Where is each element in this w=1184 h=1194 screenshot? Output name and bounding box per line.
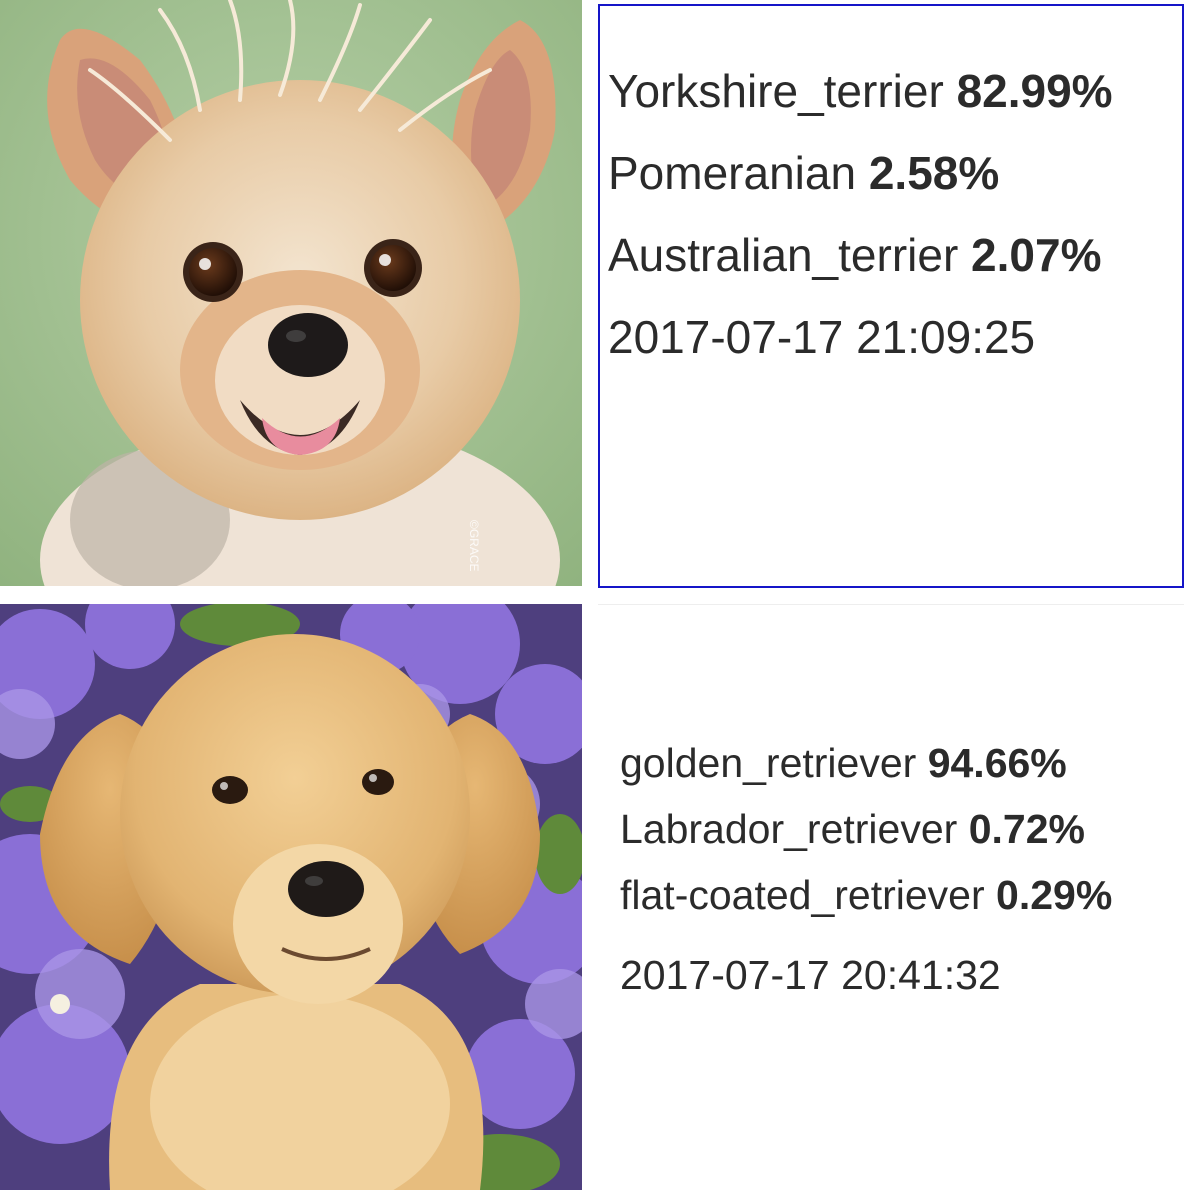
breed-label: golden_retriever	[620, 740, 917, 786]
dog-photo: ©GRACE	[0, 0, 582, 586]
confidence-percent: 82.99%	[956, 65, 1113, 117]
prediction-row: Australian_terrier 2.07%	[608, 214, 1182, 296]
breed-label: flat-coated_retriever	[620, 872, 985, 918]
prediction-row: flat-coated_retriever 0.29%	[620, 862, 1184, 928]
timestamp: 2017-07-17 20:41:32	[620, 952, 1001, 998]
confidence-percent: 2.07%	[971, 229, 1102, 281]
confidence-percent: 2.58%	[868, 147, 1000, 199]
prediction-row: Yorkshire_terrier 82.99%	[608, 50, 1182, 132]
golden-retriever-image	[0, 604, 582, 1190]
prediction-panel: Yorkshire_terrier 82.99% Pomeranian 2.58…	[598, 4, 1184, 588]
confidence-percent: 0.72%	[968, 806, 1085, 852]
prediction-row: Labrador_retriever 0.72%	[620, 796, 1184, 862]
breed-label: Australian_terrier	[608, 229, 959, 281]
watermark-text: ©GRACE	[467, 520, 481, 572]
confidence-percent: 94.66%	[927, 740, 1067, 786]
prediction-row: golden_retriever 94.66%	[620, 730, 1184, 796]
dog-photo	[0, 604, 582, 1190]
prediction-row: Pomeranian 2.58%	[608, 132, 1182, 214]
breed-label: Yorkshire_terrier	[608, 65, 944, 117]
prediction-panel: golden_retriever 94.66% Labrador_retriev…	[598, 604, 1184, 1190]
breed-label: Pomeranian	[608, 147, 857, 199]
result-card: golden_retriever 94.66% Labrador_retriev…	[0, 604, 1184, 1194]
confidence-percent: 0.29%	[996, 872, 1113, 918]
yorkshire-terrier-image: ©GRACE	[0, 0, 582, 586]
timestamp: 2017-07-17 21:09:25	[608, 311, 1036, 363]
result-card: ©GRACE Yorkshire_terrier 82.99% Pomerani…	[0, 0, 1184, 592]
breed-label: Labrador_retriever	[620, 806, 958, 852]
